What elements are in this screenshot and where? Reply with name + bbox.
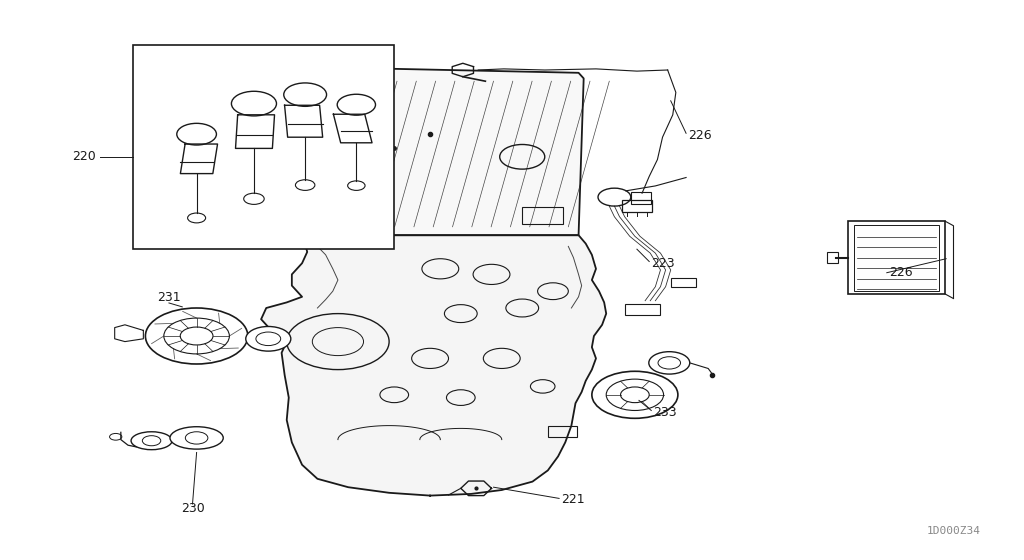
Bar [671,278,696,287]
Text: 220: 220 [72,150,96,164]
Circle shape [592,371,678,418]
Bar [622,200,652,212]
Circle shape [145,308,248,364]
Text: 231: 231 [157,291,181,305]
Polygon shape [307,67,584,235]
Circle shape [246,326,291,351]
Circle shape [649,352,690,374]
Text: 226: 226 [889,266,912,279]
Text: 233: 233 [653,406,677,419]
Bar [631,192,651,204]
Bar [522,207,563,224]
Text: 230: 230 [180,502,205,515]
Text: 221: 221 [561,493,585,506]
Bar [827,252,838,263]
Text: 226: 226 [688,129,712,142]
Bar [625,304,660,315]
Ellipse shape [170,427,223,449]
Bar [854,225,939,291]
Bar [133,45,394,249]
Text: 223: 223 [651,256,675,270]
Text: 1D000Z34: 1D000Z34 [927,526,981,536]
Bar [848,221,945,294]
Bar [548,426,577,437]
Polygon shape [261,235,606,496]
Ellipse shape [131,432,172,450]
